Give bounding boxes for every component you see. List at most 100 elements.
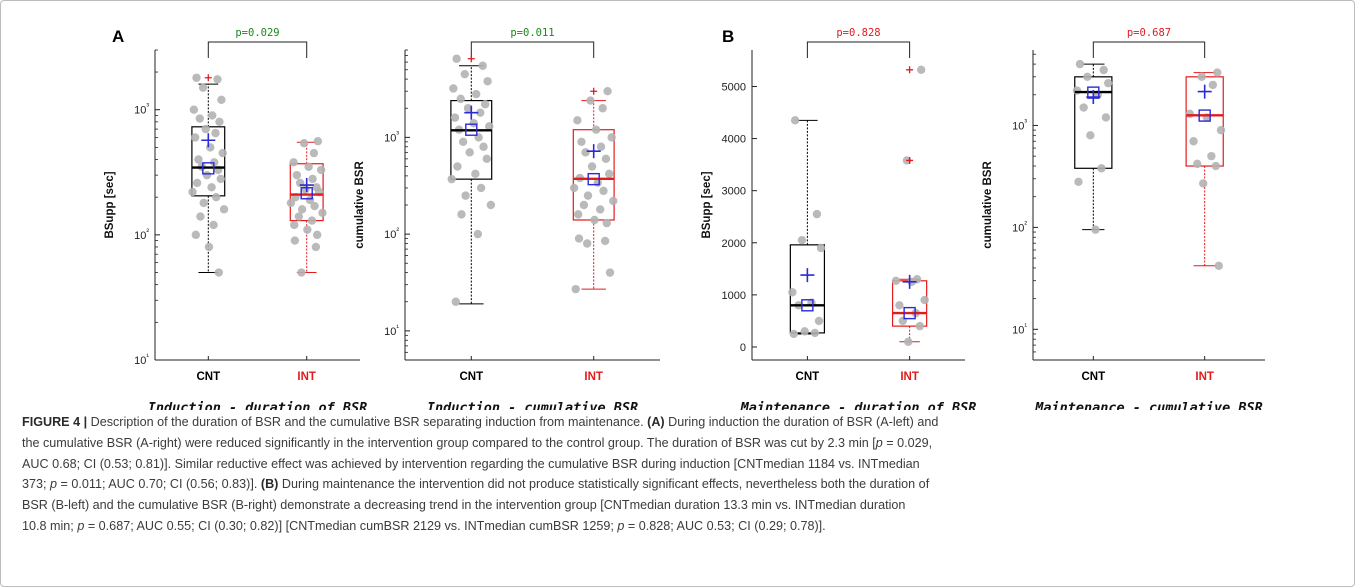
data-point [202, 170, 212, 180]
caption-text: p [875, 435, 883, 450]
significance-bracket [1092, 41, 1206, 58]
caption-text: = 0.687; AUC 0.55; CI (0.30; 0.82)] [CNT… [84, 518, 618, 533]
data-point [596, 205, 605, 214]
data-point [920, 295, 929, 305]
chart-panel-2: 10¹ 10² 10³ cumulative BSR CNT INT Induction -… [354, 27, 660, 410]
data-point [292, 170, 302, 180]
data-point [571, 284, 580, 294]
data-point [1193, 159, 1202, 169]
mean-plus-marker [201, 133, 216, 148]
data-point [198, 83, 208, 92]
data-point [453, 162, 462, 171]
caption-line: 373; p = 0.011; AUC 0.70; CI (0.56; 0.83… [22, 474, 1337, 495]
p-value-label: p=0.011 [510, 27, 554, 39]
data-point [208, 111, 217, 120]
data-point [307, 216, 317, 225]
data-point [480, 100, 490, 109]
data-point [789, 329, 798, 339]
caption-text: = 0.011; AUC 0.70; CI (0.56; 0.83)]. [57, 477, 261, 492]
panel-title: Maintenance - duration of BSR [740, 400, 977, 410]
data-point [609, 196, 618, 206]
data-point [816, 243, 826, 253]
data-point [577, 137, 586, 147]
data-point [603, 87, 612, 96]
data-point [204, 242, 214, 252]
data-point [316, 165, 326, 175]
caption-line: BSR (B-left) and the cumulative BSR (B-r… [22, 495, 1337, 516]
data-point [479, 142, 488, 151]
chart-panel-4: 10¹ 10² 10³ cumulative BSR CNT INT Maintenance… [982, 27, 1265, 410]
y-tick-label: 3000 [722, 186, 746, 198]
data-point [601, 154, 611, 164]
significance-bracket [470, 41, 595, 58]
y-tick-label: 1000 [722, 290, 746, 302]
mean-plus-marker [902, 274, 917, 289]
data-point [218, 148, 227, 158]
significance-bracket [207, 41, 308, 58]
y-tick-label: 10² [134, 227, 149, 242]
data-point [463, 104, 473, 113]
median-square-marker [465, 123, 478, 136]
data-point [1075, 59, 1085, 69]
median-square-marker [587, 172, 600, 186]
iqr-box [450, 99, 493, 180]
panel-title: Induction - duration of BSR [148, 400, 367, 410]
caption-text: AUC 0.68; CI (0.53; 0.81)]. Similar redu… [22, 456, 920, 471]
data-point [1185, 109, 1195, 119]
caption-text: Description of the duration of BSR and t… [87, 415, 648, 429]
x-tick-label: INT [584, 371, 603, 383]
iqr-box [1074, 76, 1113, 169]
panel-title: Maintenance - cumulative BSR [1034, 400, 1263, 410]
data-point [586, 96, 595, 105]
data-point [569, 183, 579, 193]
data-point [449, 84, 458, 93]
data-point [788, 288, 797, 297]
data-point [189, 105, 199, 114]
data-point [800, 327, 809, 336]
data-point [211, 192, 221, 202]
data-point [312, 230, 322, 240]
data-point [458, 137, 468, 147]
data-point [915, 321, 925, 331]
data-point [465, 148, 474, 157]
panel-letter: B [722, 27, 734, 46]
data-point [451, 297, 460, 306]
data-point [607, 133, 616, 142]
data-point [214, 268, 223, 277]
data-point [1103, 78, 1113, 88]
y-tick-label: 10¹ [134, 352, 149, 367]
data-point [217, 95, 226, 105]
y-tick-label: 10³ [134, 102, 149, 117]
data-point [199, 198, 208, 208]
data-point [460, 69, 469, 79]
data-point [1072, 86, 1082, 95]
data-point [1086, 131, 1095, 140]
data-point [478, 61, 487, 70]
data-point [452, 54, 461, 63]
caption-text: (B) [260, 477, 279, 492]
caption-figure-label: FIGURE 4 | [22, 415, 88, 429]
data-point [1211, 161, 1221, 171]
data-point [582, 239, 592, 248]
data-point [790, 116, 800, 125]
outlier-marker [906, 66, 914, 74]
caption-text: p [617, 518, 625, 533]
x-tick-label: INT [1195, 371, 1214, 383]
mean-plus-marker [464, 105, 479, 120]
data-point [304, 162, 313, 171]
data-point [192, 73, 201, 82]
data-point [201, 124, 210, 134]
data-point [194, 155, 203, 164]
data-point [469, 119, 478, 128]
data-point [209, 220, 218, 230]
data-point [310, 201, 319, 211]
data-point [471, 169, 480, 179]
caption-text: = 0.029, [882, 435, 933, 450]
x-tick-label: INT [900, 371, 919, 383]
mean-plus-marker [1086, 90, 1101, 105]
data-point [485, 122, 494, 131]
outlier-marker [590, 87, 598, 95]
outlier-marker [906, 156, 914, 164]
data-point [1216, 125, 1226, 135]
data-point [450, 113, 460, 122]
